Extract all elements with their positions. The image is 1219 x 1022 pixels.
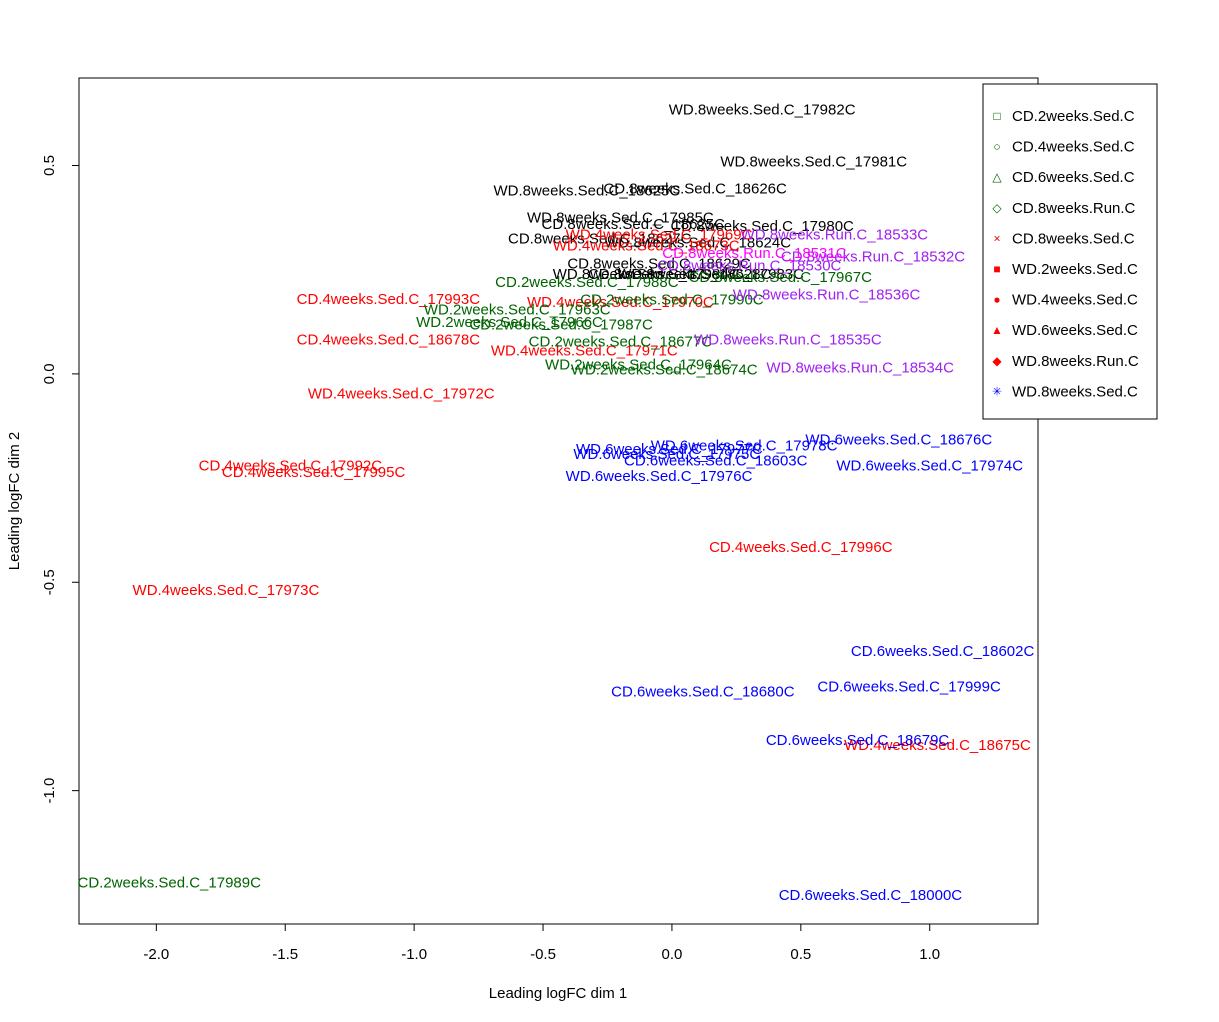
legend-label: WD.8weeks.Sed.C (1012, 383, 1138, 400)
legend-label: WD.2weeks.Sed.C (1012, 261, 1138, 278)
point-label: WD.4weeks.Sed.C_17969C (566, 226, 753, 243)
point-label: WD.8weeks.Sed.C_17981C (720, 153, 907, 170)
point-label: WD.4weeks.Sed.C_17971C (491, 343, 678, 360)
point-label: CD.2weeks.Sed.C_17987C (469, 317, 653, 334)
x-tick-label: 0.0 (662, 946, 683, 963)
point-label: CD.8weeks.Run.C_18532C (781, 248, 965, 265)
legend-symbol: ● (993, 293, 1000, 307)
legend-symbol: ▲ (991, 323, 1003, 337)
point-label: CD.6weeks.Sed.C_17999C (817, 678, 1001, 695)
point-label: WD.4weeks.Sed.C_17972C (308, 385, 495, 402)
point-label: WD.8weeks.Sed.C_17985C (527, 210, 714, 227)
point-label: CD.6weeks.Sed.C_18603C (624, 453, 808, 470)
legend-symbol: ◆ (992, 354, 1002, 368)
point-label: WD.6weeks.Sed.C_17978C (651, 438, 838, 455)
point-label: WD.8weeks.Sed.C_18625C (493, 183, 680, 200)
point-label: CD.8weeks.Sed.C_18625C (542, 216, 726, 233)
point-labels: WD.8weeks.Sed.C_17982C WD.8weeks.Sed.C_17… (78, 101, 1035, 904)
x-tick-label: -0.5 (530, 946, 556, 963)
point-label: WD.6weeks.Sed.C_17976C (566, 468, 753, 485)
point-label: WD.8weeks.Run.C_18534C (766, 360, 954, 377)
point-label: WD.8weeks.Sed.C_17983C (617, 266, 804, 283)
point-label: CD.8weeks.Sed.C_18629C (567, 255, 751, 272)
point-label: WD.8weeks.Run.C_18536C (733, 287, 921, 304)
x-tick-label: -1.5 (272, 946, 298, 963)
x-axis: -2.0 -1.5 -1.0 -0.5 0.0 0.5 1.0 (143, 923, 940, 963)
x-tick-label: -1.0 (401, 946, 427, 963)
x-tick-label: 1.0 (919, 946, 940, 963)
x-axis-label: Leading logFC dim 1 (489, 985, 627, 1002)
point-label: CD.2weeks.Sed.C_17989C (78, 874, 262, 891)
point-label: WD.2weeks.Sed.C_18674C (571, 362, 758, 379)
point-label: WD.4weeks.Sed.C_17973C (133, 582, 320, 599)
point-label: CD.8weeks.Sed.C_18628C (588, 266, 772, 283)
point-label: CD.8weeks.Run.C_18531C (662, 245, 846, 262)
point-label: WD.6weeks.Sed.C_17974C (836, 458, 1023, 475)
legend-label: WD.6weeks.Sed.C (1012, 322, 1138, 339)
y-axis: -1.0 -0.5 0.0 0.5 (41, 155, 80, 804)
point-label: CD.8weeks.Run.C_18530C (657, 258, 841, 275)
point-label: CD.6weeks.Sed.C_18680C (611, 683, 795, 700)
legend: □ CD.2weeks.Sed.C ○ CD.4weeks.Sed.C △ CD.6wee… (982, 83, 1158, 420)
legend-label: CD.4weeks.Sed.C (1012, 139, 1135, 156)
point-label: CD.4weeks.Sed.C_18678C (297, 332, 481, 349)
point-label: CD.6weeks.Sed.C_18679C (766, 732, 950, 749)
legend-symbol: ○ (993, 140, 1000, 154)
point-label: CD.2weeks.Sed.C_17990C (580, 292, 764, 309)
legend-symbol: ◇ (992, 201, 1002, 215)
point-label: WD.4weeks.Sed.C_17970C (527, 294, 714, 311)
point-label: CD.4weeks.Sed.C_17993C (297, 291, 481, 308)
y-axis-label: Leading logFC dim 2 (6, 432, 23, 570)
point-label: WD.4weeks.Sed.C_18675C (844, 737, 1031, 754)
point-label: CD.8weeks.Sed.C_17980C (670, 218, 854, 235)
point-label: WD.4weeks.Sed.C_18673C (553, 238, 740, 255)
point-label: CD.6weeks.Sed.C_18000C (779, 887, 963, 904)
point-label: CD.2weeks.Sed.C_18677C (529, 333, 713, 350)
x-tick-label: -2.0 (143, 946, 169, 963)
point-label: CD.4weeks.Sed.C_17995C (222, 464, 406, 481)
point-label: WD.8weeks.Sed.C_18624C (604, 235, 791, 252)
y-tick-label: 0.5 (41, 155, 58, 176)
plot-frame (78, 77, 1039, 925)
legend-box (982, 83, 1158, 420)
legend-label: WD.8weeks.Run.C (1012, 353, 1139, 370)
legend-label: CD.2weeks.Sed.C (1012, 108, 1135, 125)
legend-label: WD.4weeks.Sed.C (1012, 292, 1138, 309)
legend-symbol: ■ (993, 262, 1000, 276)
y-tick-label: -1.0 (41, 778, 58, 804)
point-label: WD.6weeks.Sed.C_18676C (805, 432, 992, 449)
point-label: CD.4weeks.Sed.C_17992C (199, 458, 383, 475)
point-label: WD.6weeks.Sed.C_17975C (573, 446, 760, 463)
legend-symbol: ✳ (992, 384, 1002, 398)
point-label: WD.2weeks.Sed.C_17964C (545, 356, 732, 373)
point-label: CD.8weeks.Sed.C_17967C (688, 269, 872, 286)
y-tick-label: 0.0 (41, 363, 58, 384)
legend-symbol: × (993, 231, 1000, 245)
legend-label: CD.8weeks.Run.C (1012, 200, 1136, 217)
x-tick-label: 0.5 (790, 946, 811, 963)
legend-symbol: □ (993, 109, 1000, 123)
point-label: CD.6weeks.Sed.C_18602C (851, 643, 1035, 660)
legend-label: CD.6weeks.Sed.C (1012, 169, 1135, 186)
point-label: CD.2weeks.Sed.C_17988C (495, 274, 679, 291)
point-label: WD.8weeks.Run.C_18533C (741, 226, 929, 243)
point-label: CD.8weeks.Sed.C_18626C (603, 180, 787, 197)
point-label: WD.8weeks.Sed.C_17982C (669, 101, 856, 118)
point-label: WD.6weeks.Sed.C_17977C (576, 441, 763, 458)
y-tick-label: -0.5 (41, 569, 58, 595)
point-label: WD.2weeks.Sed.C_17963C (424, 301, 611, 318)
point-label: CD.4weeks.Sed.C_17996C (709, 539, 893, 556)
point-label: WD.8weeks.Run.C_18535C (694, 331, 882, 348)
legend-label: CD.8weeks.Sed.C (1012, 230, 1135, 247)
legend-symbol: △ (992, 170, 1002, 184)
point-label: WD.8weeks.Sed.C_17984C (553, 266, 740, 283)
point-label: CD.8weeks.Sed.C_18627C (508, 230, 692, 247)
point-label: WD.2weeks.Sed.C_17966C (416, 314, 603, 331)
